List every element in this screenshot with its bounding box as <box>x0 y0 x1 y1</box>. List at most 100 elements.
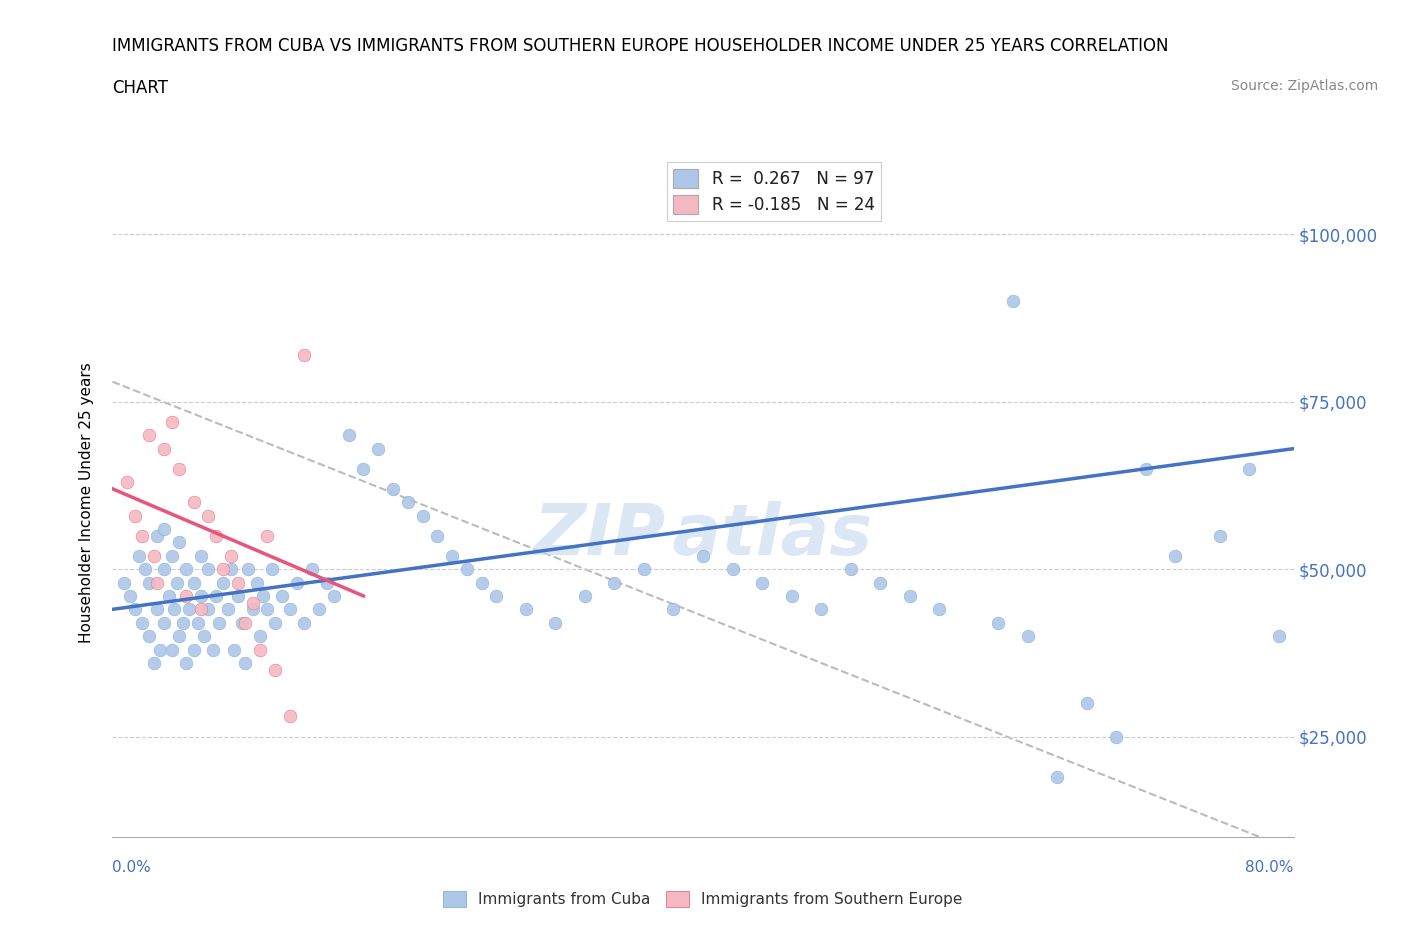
Legend: Immigrants from Cuba, Immigrants from Southern Europe: Immigrants from Cuba, Immigrants from So… <box>437 884 969 913</box>
Point <box>205 528 228 543</box>
Point <box>1239 461 1261 476</box>
Point <box>167 535 190 550</box>
Point <box>149 642 172 657</box>
Point <box>411 508 433 523</box>
Point <box>292 348 315 363</box>
Point <box>163 602 186 617</box>
Point <box>190 549 212 564</box>
Point <box>167 629 190 644</box>
Point <box>1135 461 1157 476</box>
Point <box>233 656 256 671</box>
Point <box>242 602 264 617</box>
Point <box>692 549 714 564</box>
Point <box>124 508 146 523</box>
Point <box>367 441 389 456</box>
Point <box>208 616 231 631</box>
Text: Source: ZipAtlas.com: Source: ZipAtlas.com <box>1230 79 1378 93</box>
Point <box>249 642 271 657</box>
Point <box>301 562 323 577</box>
Point <box>131 528 153 543</box>
Point <box>138 629 160 644</box>
Point <box>249 629 271 644</box>
Point <box>197 508 219 523</box>
Point <box>153 441 176 456</box>
Point <box>1105 729 1128 744</box>
Point <box>382 482 405 497</box>
Point <box>396 495 419 510</box>
Point <box>780 589 803 604</box>
Point <box>285 575 308 590</box>
Point <box>183 495 205 510</box>
Point <box>201 642 224 657</box>
Point <box>146 575 169 590</box>
Point <box>544 616 567 631</box>
Point <box>485 589 508 604</box>
Point <box>1017 629 1039 644</box>
Point <box>515 602 537 617</box>
Point <box>271 589 294 604</box>
Point <box>193 629 215 644</box>
Point <box>187 616 209 631</box>
Point <box>278 709 301 724</box>
Text: 0.0%: 0.0% <box>112 860 152 875</box>
Point <box>898 589 921 604</box>
Point <box>260 562 283 577</box>
Point <box>662 602 685 617</box>
Point <box>138 428 160 443</box>
Text: ZIP atlas: ZIP atlas <box>533 501 873 570</box>
Point <box>470 575 494 590</box>
Point <box>226 589 249 604</box>
Point <box>146 528 169 543</box>
Point <box>1268 629 1291 644</box>
Point <box>117 474 138 489</box>
Point <box>1208 528 1232 543</box>
Point <box>987 616 1010 631</box>
Point <box>256 528 278 543</box>
Point <box>131 616 153 631</box>
Point <box>1046 769 1069 784</box>
Point <box>153 562 176 577</box>
Text: CHART: CHART <box>112 79 169 97</box>
Point <box>928 602 950 617</box>
Point <box>1001 294 1024 309</box>
Point <box>292 616 315 631</box>
Point <box>120 589 142 604</box>
Point <box>1076 696 1098 711</box>
Point <box>256 602 278 617</box>
Point <box>278 602 301 617</box>
Point <box>142 656 165 671</box>
Point <box>219 562 242 577</box>
Text: 80.0%: 80.0% <box>1246 860 1294 875</box>
Point <box>337 428 360 443</box>
Point <box>839 562 862 577</box>
Point <box>160 642 183 657</box>
Point <box>217 602 239 617</box>
Point <box>222 642 245 657</box>
Point <box>264 662 287 677</box>
Point <box>134 562 156 577</box>
Point <box>183 642 205 657</box>
Point <box>179 602 201 617</box>
Point <box>128 549 150 564</box>
Point <box>190 602 212 617</box>
Point <box>252 589 274 604</box>
Point <box>157 589 180 604</box>
Point <box>142 549 165 564</box>
Point <box>246 575 269 590</box>
Point <box>1164 549 1187 564</box>
Point <box>183 575 205 590</box>
Point <box>146 602 169 617</box>
Point <box>166 575 188 590</box>
Point <box>160 549 183 564</box>
Point <box>242 595 264 610</box>
Point <box>153 616 176 631</box>
Point <box>308 602 330 617</box>
Text: IMMIGRANTS FROM CUBA VS IMMIGRANTS FROM SOUTHERN EUROPE HOUSEHOLDER INCOME UNDER: IMMIGRANTS FROM CUBA VS IMMIGRANTS FROM … <box>112 37 1168 55</box>
Point <box>172 616 194 631</box>
Point <box>633 562 655 577</box>
Point <box>603 575 626 590</box>
Point <box>751 575 773 590</box>
Point <box>574 589 596 604</box>
Point <box>810 602 832 617</box>
Point <box>323 589 346 604</box>
